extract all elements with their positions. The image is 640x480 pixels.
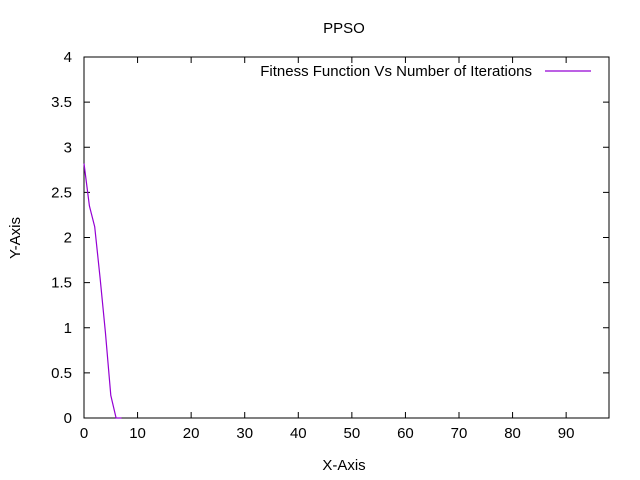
x-tick-label: 20 [183, 425, 200, 442]
x-tick-label: 30 [236, 425, 253, 442]
tick-labels: 0 10 20 30 40 50 60 70 80 90 0 0.5 1 1.5 2 2.5 3 3.5 4 [51, 49, 574, 442]
x-axis-label: X-Axis [322, 457, 365, 474]
y-tick-label: 3 [64, 139, 72, 156]
y-tick-label: 2.5 [51, 184, 72, 201]
y-tick-label: 1 [64, 320, 72, 337]
y-tick-label: 2 [64, 230, 72, 247]
x-tick-label: 90 [558, 425, 575, 442]
y-axis-label: Y-Axis [7, 217, 24, 259]
legend: Fitness Function Vs Number of Iterations [260, 63, 591, 80]
series-layer [83, 163, 122, 419]
y-tick-label: 1.5 [51, 275, 72, 292]
x-tick-label: 80 [504, 425, 521, 442]
axis-ticks [83, 56, 609, 419]
x-tick-label: 40 [290, 425, 307, 442]
legend-label: Fitness Function Vs Number of Iterations [260, 63, 532, 80]
x-tick-label: 10 [129, 425, 146, 442]
plot-area [83, 56, 610, 419]
y-tick-label: 3.5 [51, 94, 72, 111]
y-tick-label: 4 [64, 49, 72, 66]
y-tick-label: 0 [64, 410, 72, 427]
x-tick-label: 50 [344, 425, 361, 442]
x-tick-label: 0 [80, 425, 88, 442]
chart-title: PPSO [323, 20, 365, 37]
x-tick-label: 60 [397, 425, 414, 442]
y-tick-label: 0.5 [51, 365, 72, 382]
x-tick-label: 70 [451, 425, 468, 442]
series-line [83, 163, 122, 419]
